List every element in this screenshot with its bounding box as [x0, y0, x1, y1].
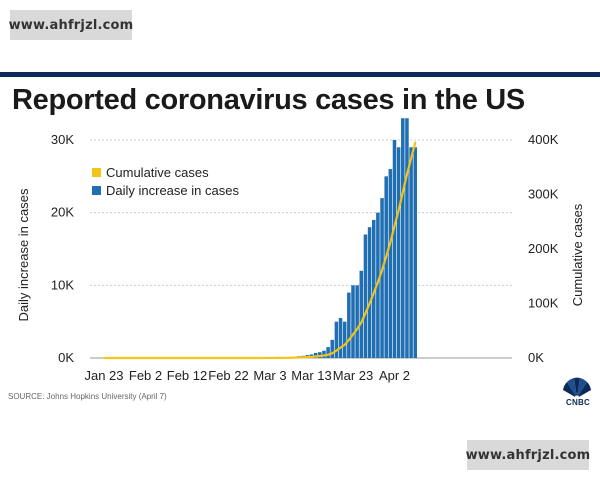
- bar: [359, 270, 364, 358]
- bar: [401, 118, 405, 358]
- bar: [376, 212, 380, 358]
- x-tick-label: Feb 12: [167, 368, 207, 383]
- chart-title: Reported coronavirus cases in the US: [12, 84, 525, 116]
- bar: [367, 227, 372, 358]
- x-tick-label: Mar 13: [291, 368, 331, 383]
- legend-swatch-cumulative: [92, 168, 101, 177]
- y-axis-title: Daily increase in cases: [16, 188, 31, 321]
- bar: [334, 321, 339, 358]
- axes: 0K 10K 20K 30K 0K 100K 200K 300K 400K Jan 23 Feb 2…: [16, 132, 585, 383]
- bar: [392, 140, 397, 358]
- legend: Cumulative cases Daily increase in cases: [92, 165, 239, 198]
- y2-tick-label: 200K: [528, 241, 559, 256]
- y2-tick-label: 400K: [528, 132, 559, 147]
- y2-axis-title: Cumulative cases: [570, 203, 585, 306]
- legend-label-daily: Daily increase in cases: [106, 183, 239, 198]
- bar: [342, 321, 347, 358]
- bar: [363, 234, 368, 358]
- header-rule: [0, 72, 600, 77]
- line-series: [102, 141, 417, 360]
- bar: [405, 118, 409, 358]
- bar: [371, 219, 376, 358]
- bar: [380, 198, 384, 358]
- bar: [388, 169, 393, 358]
- bar: [338, 318, 343, 358]
- bar: [409, 147, 413, 358]
- source-note: SOURCE: Johns Hopkins University (April …: [8, 392, 167, 401]
- bar: [413, 147, 418, 358]
- bar: [351, 285, 355, 358]
- y-tick-label: 20K: [51, 205, 74, 220]
- watermark-top: www.ahfrjzl.com: [9, 10, 133, 40]
- logo-wordmark: CNBC: [566, 398, 590, 407]
- bar: [347, 292, 351, 358]
- y-tick-label: 30K: [51, 132, 74, 147]
- legend-swatch-daily: [92, 186, 101, 195]
- y2-tick-label: 0K: [528, 350, 544, 365]
- x-tick-label: Jan 23: [84, 368, 123, 383]
- watermark-bottom: www.ahfrjzl.com: [466, 440, 590, 470]
- y-tick-label: 0K: [58, 350, 74, 365]
- y-tick-label: 10K: [51, 277, 74, 292]
- bar: [322, 350, 326, 358]
- x-tick-label: Mar 3: [253, 368, 286, 383]
- y2-tick-label: 100K: [528, 296, 559, 311]
- legend-label-cumulative: Cumulative cases: [106, 165, 209, 180]
- y2-tick-label: 300K: [528, 187, 559, 202]
- cumulative-line: [102, 141, 417, 360]
- bar: [355, 285, 359, 358]
- bar: [396, 147, 401, 358]
- x-tick-label: Apr 2: [379, 368, 410, 383]
- bar: [384, 176, 388, 358]
- bar: [326, 347, 330, 358]
- x-tick-label: Feb 22: [208, 368, 248, 383]
- x-tick-label: Mar 23: [333, 368, 373, 383]
- bar: [330, 339, 335, 358]
- bar-series: [259, 118, 418, 359]
- x-tick-label: Feb 2: [129, 368, 162, 383]
- peacock-icon: [563, 377, 591, 401]
